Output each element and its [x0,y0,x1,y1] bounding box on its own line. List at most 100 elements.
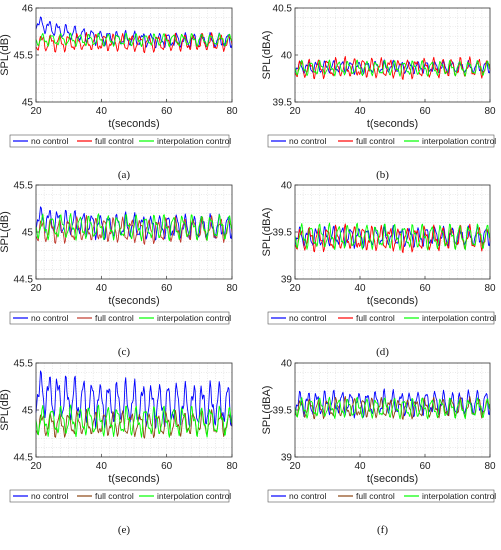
legend: no control full control interpolation cont… [9,311,231,325]
grid [295,8,490,102]
legend-entry: no control [289,313,326,323]
x-tick-label: 60 [419,106,431,117]
y-tick-label: 40.5 [273,4,293,15]
y-axis-label: SPL(dB) [0,211,11,253]
legend-box [267,311,495,325]
series-line-3 [35,32,233,48]
legend-entry: no control [31,136,68,146]
x-tick-label: 40 [96,106,108,117]
y-axis-label: SPL(dB) [0,389,11,431]
panel-caption: (c) [118,346,131,358]
y-tick-label: 40 [281,181,293,192]
legend-entry: full control [95,313,134,323]
series-line-2 [294,395,491,420]
y-tick-label: 44.5 [14,275,34,286]
legend-entry: full control [356,136,395,146]
legend-entry: no control [31,313,68,323]
legend-entry: interpolation control [422,491,496,501]
legend-box [267,134,495,148]
chart-panel-5: 20 40 60 80 44.5 45 45.5 t(seconds) SPL(dB) no co… [0,359,238,537]
series-line-1 [35,370,233,429]
x-tick-label: 60 [419,283,431,294]
chart-panel-1: 20 40 60 80 45 45.5 46 t(seconds) SPL(dB) no cont… [0,4,238,182]
panel-caption: (e) [118,524,131,536]
series-line-3 [35,404,233,438]
x-tick-label: 20 [30,461,42,472]
legend: no control full control interpolation cont… [9,489,231,503]
series-line-1 [35,16,233,49]
y-axis-label: SPL(dBA) [261,31,273,80]
legend-box [9,489,230,503]
legend-entry: interpolation control [157,313,231,323]
x-tick-label: 40 [96,283,108,294]
grid [36,185,232,279]
y-tick-label: 39 [281,275,293,286]
y-tick-label: 45 [22,98,34,109]
x-tick-label: 60 [419,461,431,472]
legend-box [9,134,230,148]
legend: no control full control interpolation cont… [9,134,231,148]
series-line-2 [35,215,233,245]
legend: no control full control interpolation cont… [267,489,496,503]
chart-panel-2: 20 40 60 80 39.5 40 40.5 t(seconds) SPL(dBA) no c… [261,4,496,182]
series-line-3 [294,396,491,420]
grid [295,185,490,279]
y-tick-label: 39.5 [273,406,293,417]
y-tick-label: 45.5 [14,181,34,192]
x-tick-label: 20 [30,106,42,117]
x-tick-label: 40 [354,461,366,472]
series-line-2 [35,32,233,54]
x-tick-label: 40 [96,461,108,472]
legend: no control full control interpolation cont… [267,134,496,148]
legend: no control full control interpolation cont… [267,311,496,325]
series-line-3 [294,59,491,77]
x-tick-label: 60 [161,106,173,117]
panel-caption: (d) [376,346,389,358]
series-line-2 [35,408,233,439]
panel-caption: (a) [118,169,131,181]
legend-entry: no control [289,491,326,501]
legend-entry: full control [356,491,395,501]
x-tick-label: 80 [226,461,238,472]
legend-box [267,489,495,503]
series-line-1 [294,388,491,419]
x-tick-label: 60 [161,283,173,294]
panel-caption: (b) [376,169,389,181]
y-tick-label: 40 [281,359,293,370]
x-axis-label: t(seconds) [108,295,159,307]
x-tick-label: 20 [30,283,42,294]
legend-entry: interpolation control [422,313,496,323]
legend-entry: full control [356,313,395,323]
chart-panel-3: 20 40 60 80 44.5 45 45.5 t(seconds) SPL(dB) no co… [0,181,238,359]
legend-entry: no control [31,491,68,501]
legend-entry: interpolation control [157,491,231,501]
legend-entry: full control [95,491,134,501]
series-line-2 [294,55,491,80]
y-tick-label: 45.5 [14,359,34,370]
series-line-3 [294,222,491,251]
x-tick-label: 80 [484,106,496,117]
legend-box [9,311,230,325]
y-tick-label: 39 [281,453,293,464]
series-line-2 [294,223,491,254]
y-tick-label: 39.5 [273,228,293,239]
x-tick-label: 60 [161,461,173,472]
x-axis-label: t(seconds) [367,118,418,130]
x-tick-label: 80 [484,283,496,294]
x-tick-label: 80 [484,461,496,472]
y-tick-label: 45 [22,406,34,417]
legend-entry: interpolation control [157,136,231,146]
x-tick-label: 40 [354,283,366,294]
y-tick-label: 40 [281,51,293,62]
x-tick-label: 20 [289,106,301,117]
y-tick-label: 46 [22,4,34,15]
y-tick-label: 39.5 [273,98,293,109]
legend-entry: no control [289,136,326,146]
x-tick-label: 40 [354,106,366,117]
y-axis-label: SPL(dBA) [261,208,273,257]
x-tick-label: 20 [289,283,301,294]
x-axis-label: t(seconds) [108,473,159,485]
panel-caption: (f) [377,524,388,536]
y-tick-label: 45 [22,228,34,239]
